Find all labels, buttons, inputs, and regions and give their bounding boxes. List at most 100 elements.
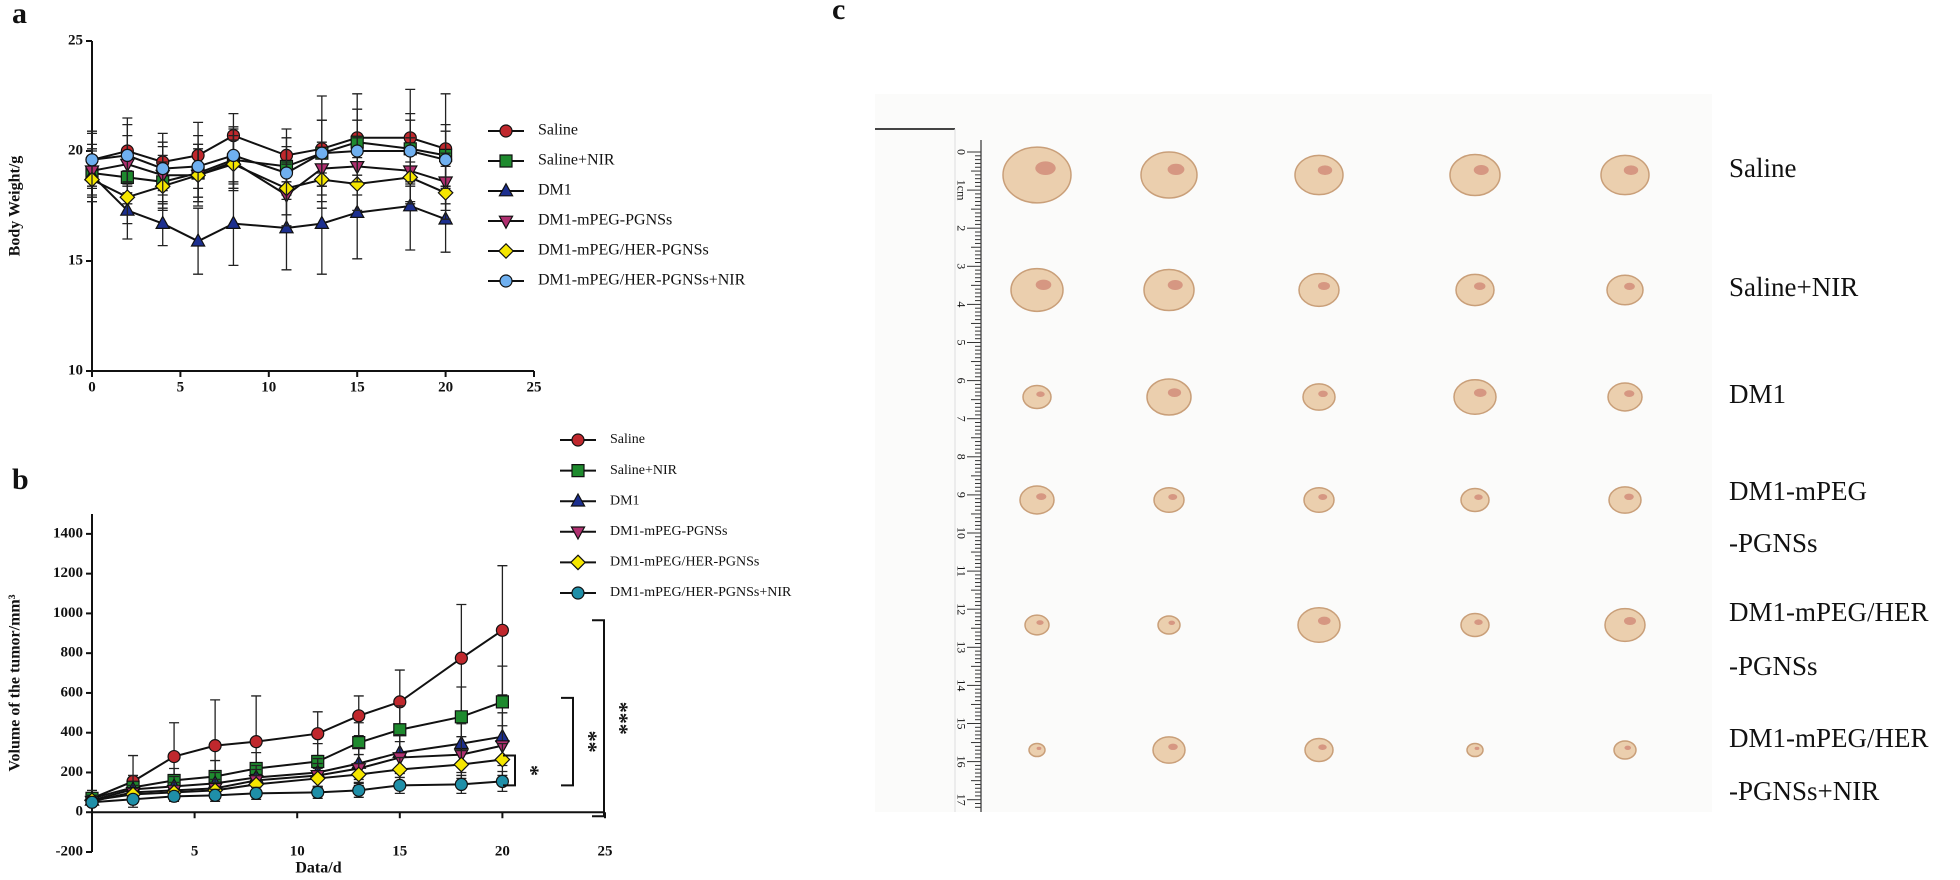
ruler-label: 3 (954, 263, 968, 269)
y-tick-label: 1400 (53, 525, 83, 541)
tumor (1302, 383, 1336, 411)
ruler-label: 1cm (954, 180, 968, 201)
tumor-vessel (1168, 743, 1178, 750)
significance-label: *** (608, 702, 633, 735)
data-point (249, 786, 263, 800)
tumor (1022, 384, 1052, 410)
tumor (1140, 151, 1198, 199)
tumor-vessel (1036, 746, 1042, 751)
data-point (350, 766, 367, 783)
y-tick-label: 10 (68, 362, 83, 378)
data-point (278, 219, 295, 234)
tumor (1453, 379, 1497, 415)
tumor-vessel (1317, 165, 1333, 175)
significance-bracket (561, 696, 574, 787)
row-label: DM1-mPEG (1729, 476, 1867, 506)
ruler-label: 5 (954, 340, 968, 346)
tumor (1460, 612, 1490, 638)
x-tick-label: 10 (290, 843, 305, 859)
tumor-vessel (1624, 493, 1634, 500)
ruler-label: 13 (954, 641, 968, 653)
data-point (391, 761, 408, 778)
tumor (1028, 742, 1046, 758)
tumor (1298, 272, 1340, 308)
legend-label: DM1-mPEG-PGNSs (610, 524, 727, 539)
data-point (311, 785, 325, 799)
data-point (495, 623, 510, 637)
x-tick-label: 10 (261, 379, 276, 395)
tumor (1449, 153, 1501, 197)
tumor (1600, 154, 1650, 196)
tumor (1608, 486, 1642, 514)
y-tick-label: 15 (68, 252, 83, 268)
legend-label: Saline+NIR (610, 463, 678, 478)
ruler-label: 12 (954, 603, 968, 615)
legend-label: Saline (538, 122, 578, 139)
series (84, 725, 511, 810)
legend-marker (571, 464, 585, 478)
legend-marker (499, 274, 513, 288)
data-point (119, 189, 136, 206)
series-line (91, 160, 446, 197)
data-point (126, 792, 140, 806)
ruler-label: 16 (954, 756, 968, 768)
panel-label: b (12, 463, 29, 496)
tumor-vessel (1318, 282, 1330, 290)
data-point (454, 710, 468, 724)
x-tick-label: 25 (598, 843, 613, 859)
tumor-vessel (1624, 745, 1632, 750)
data-point (225, 215, 242, 229)
legend-label: DM1-mPEG-PGNSs (538, 212, 672, 229)
ruler-label: 10 (954, 527, 968, 539)
tumor-vessel (1624, 282, 1635, 290)
panel-label: c (832, 0, 845, 26)
tumor (1019, 485, 1055, 515)
data-point (311, 727, 325, 741)
x-tick-label: 0 (88, 379, 96, 395)
data-point (120, 148, 134, 162)
series-line (91, 141, 446, 183)
tumor-vessel (1036, 391, 1045, 398)
tumor (1466, 742, 1484, 758)
ruler-label: 17 (954, 794, 968, 806)
data-point (437, 184, 454, 201)
data-point (403, 144, 417, 158)
series-line (91, 150, 446, 175)
data-point (279, 166, 294, 180)
y-tick-label: 20 (68, 142, 83, 158)
tumor (1607, 382, 1643, 412)
ruler-label: 0 (954, 149, 968, 155)
legend-label: Saline+NIR (538, 152, 615, 169)
data-point (495, 695, 509, 709)
x-tick-label: 5 (177, 379, 185, 395)
data-point (393, 723, 407, 737)
tumor-vessel (1167, 280, 1183, 290)
data-point (85, 153, 99, 167)
tumor (1455, 273, 1495, 307)
row-label: DM1 (1729, 379, 1786, 409)
legend-marker (570, 526, 586, 541)
data-point (190, 232, 206, 247)
y-tick-label: 200 (61, 764, 84, 780)
legend-label: Saline (610, 432, 645, 447)
tumor (1606, 274, 1644, 306)
ruler-label: 7 (954, 416, 968, 422)
tumor (1010, 267, 1064, 313)
tumor-vessel (1474, 494, 1483, 501)
tumor-vessel (1318, 744, 1327, 750)
data-point (226, 148, 241, 162)
legend-label: DM1-mPEG/HER-PGNSs (610, 555, 759, 570)
series-line (91, 758, 503, 802)
series-line (91, 163, 446, 199)
photo-background (875, 94, 1712, 812)
ruler-label: 6 (954, 378, 968, 384)
tumor (1157, 615, 1181, 635)
tumor-vessel (1318, 494, 1328, 500)
series (85, 119, 453, 201)
legend-marker (499, 124, 513, 138)
ruler-label: 15 (954, 718, 968, 730)
data-point (350, 144, 364, 158)
legend-label: DM1-mPEG/HER-PGNSs+NIR (610, 585, 792, 600)
data-point (155, 215, 171, 229)
ruler-label: 8 (954, 454, 968, 460)
